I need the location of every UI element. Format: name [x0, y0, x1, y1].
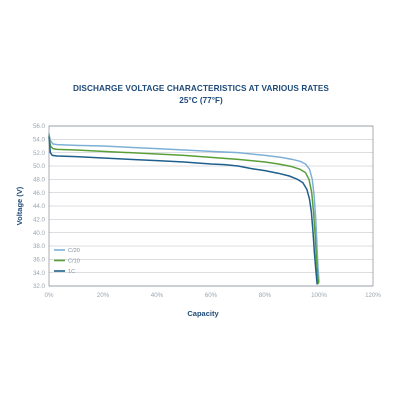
y-tick-label: 40.0	[33, 230, 46, 237]
y-tick-label: 36.0	[33, 256, 46, 263]
y-tick-label: 50.0	[33, 163, 46, 170]
y-tick-label: 56.0	[33, 123, 46, 130]
y-tick-label: 38.0	[33, 243, 46, 250]
series-line-0	[48, 133, 320, 283]
series-line-1	[48, 135, 320, 285]
x-tick-label: 120%	[365, 292, 381, 299]
chart-subtitle: 25°C (77°F)	[179, 96, 223, 105]
y-tick-labels: 32.0 34.0 36.0 38.0 40.0 42.0 44.0 46.0 48.0 50.0…	[33, 123, 46, 290]
x-tick-label: 0%	[45, 292, 54, 299]
x-tick-label: 20%	[97, 292, 110, 299]
series-line-2	[48, 136, 318, 285]
y-tick-label: 34.0	[33, 270, 46, 277]
y-tick-label: 32.0	[33, 283, 46, 290]
y-tick-label: 44.0	[33, 203, 46, 210]
legend-label: 1C	[68, 269, 75, 275]
grid-lines	[49, 125, 373, 287]
x-axis-label: Capacity	[187, 309, 219, 318]
series-lines	[48, 133, 320, 285]
y-tick-label: 52.0	[33, 150, 46, 157]
x-tick-label: 100%	[311, 292, 327, 299]
x-tick-label: 40%	[151, 292, 164, 299]
plot-frame	[48, 125, 374, 287]
y-axis-label: Voltage (V)	[15, 186, 24, 225]
y-tick-label: 54.0	[33, 136, 46, 143]
chart-title: DISCHARGE VOLTAGE CHARACTERISTICS AT VAR…	[73, 84, 329, 93]
y-tick-label: 46.0	[33, 190, 46, 197]
x-tick-label: 60%	[205, 292, 218, 299]
y-tick-label: 48.0	[33, 176, 46, 183]
legend: C/20 C/10 1C	[54, 248, 80, 275]
legend-label: C/20	[68, 248, 80, 254]
x-tick-label: 80%	[259, 292, 272, 299]
x-tick-labels: 0% 20% 40% 60% 80% 100% 120%	[45, 292, 382, 299]
legend-label: C/10	[68, 259, 80, 265]
y-tick-label: 42.0	[33, 216, 46, 223]
